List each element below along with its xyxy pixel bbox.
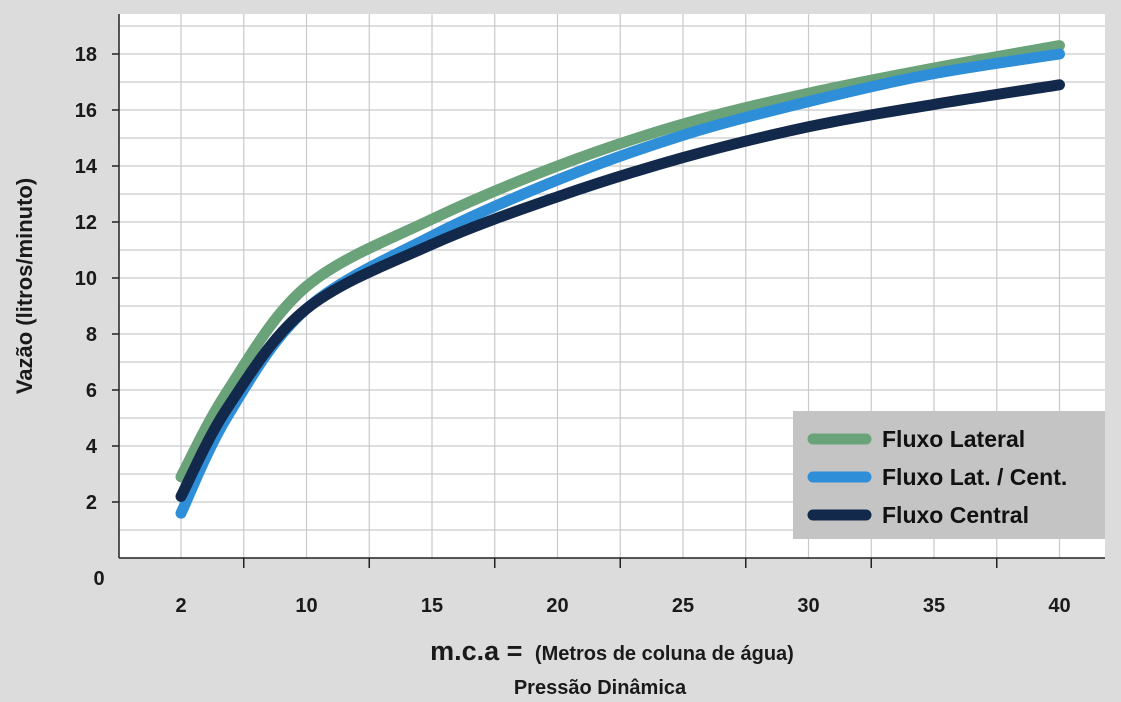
series-line-1 [175, 40, 1065, 483]
x-tick-label: 15 [421, 595, 443, 617]
x-axis-label-detail: (Metros de coluna de água) [535, 643, 794, 665]
y-tick-label: 18 [75, 44, 97, 66]
y-axis-label: Vazão (litros/minuto) [12, 178, 37, 394]
y-tick-label: 14 [75, 156, 98, 178]
x-tick-label: 35 [923, 595, 945, 617]
x-axis-label: m.c.a = (Metros de coluna de água) [430, 636, 794, 666]
x-tick-label: 10 [295, 595, 317, 617]
y-tick-label: 8 [86, 324, 97, 346]
tick-labels: 2 10 15 20 25 30 35 40 2 4 6 8 10 12 14 16 18 [75, 44, 1071, 617]
y-tick-label: 2 [86, 492, 97, 514]
y-tick-label: 12 [75, 212, 97, 234]
series-lines [175, 40, 1065, 519]
y-tick-label: 10 [75, 268, 97, 290]
y-tick-label: 4 [86, 436, 98, 458]
x-tick-label: 30 [797, 595, 819, 617]
x-tick-label: 20 [546, 595, 568, 617]
x-tick-label: 2 [175, 595, 186, 617]
series-line-3 [175, 79, 1065, 502]
x-tick-label: 40 [1048, 595, 1070, 617]
y-tick-label: 16 [75, 100, 97, 122]
x-axis-sublabel: Pressão Dinâmica [514, 677, 687, 699]
y-tick-label: 6 [86, 380, 97, 402]
legend: Fluxo Lateral Fluxo Lat. / Cent. Fluxo Cen… [793, 411, 1105, 539]
x-tick-label: 25 [672, 595, 694, 617]
axes [112, 14, 1105, 568]
legend-label: Fluxo Lat. / Cent. [882, 464, 1067, 490]
legend-label: Fluxo Central [882, 502, 1029, 528]
origin-label: 0 [93, 568, 104, 590]
legend-label: Fluxo Lateral [882, 426, 1025, 452]
x-axis-label-main: m.c.a = [430, 636, 522, 666]
